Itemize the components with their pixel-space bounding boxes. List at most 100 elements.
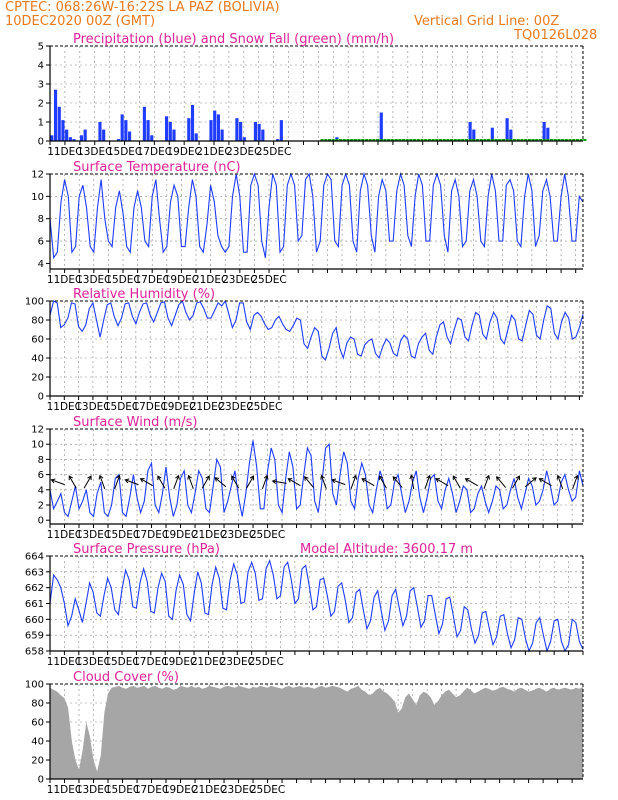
wind-arrow: [261, 475, 268, 489]
wind-arrowhead: [435, 478, 441, 483]
y-tick-label: 0: [38, 516, 44, 527]
wind-arrow: [350, 475, 357, 489]
wind-arrowhead: [303, 476, 309, 481]
wind-arrowhead: [538, 478, 544, 483]
wind-arrowhead: [231, 475, 236, 481]
x-tick-label: 13DEC: [76, 656, 111, 668]
snow-bar: [320, 139, 324, 142]
wind-arrowhead: [361, 478, 367, 483]
snow-bar: [524, 139, 528, 142]
snow-bar: [557, 139, 561, 142]
x-tick-label: 21DEC: [192, 784, 227, 796]
y-tick-label: 2: [38, 99, 44, 110]
wind-arrow: [424, 475, 431, 489]
x-tick-label: 25DEC: [251, 274, 286, 286]
snow-bar: [390, 139, 394, 142]
wind-arrowhead: [249, 475, 255, 481]
snow-bar: [442, 139, 446, 142]
header-model-code: TQ0126L028: [514, 28, 598, 43]
snow-bar: [579, 139, 583, 142]
snow-bar: [335, 139, 339, 142]
x-tick-label: 23DEC: [226, 146, 261, 158]
wind-arrow: [465, 478, 478, 487]
wind-arrowhead: [331, 478, 337, 484]
snow-bar: [538, 139, 543, 142]
snow-bar: [350, 139, 354, 142]
y-tick-label: 664: [25, 552, 44, 563]
x-tick-label: 15DEC: [107, 146, 142, 158]
y-tick-label: 80: [31, 316, 44, 327]
precip-bar: [194, 133, 198, 141]
wind-arrowhead: [485, 474, 491, 480]
wind-arrowhead: [50, 478, 56, 484]
precip-bar: [542, 122, 546, 141]
snow-bar: [490, 139, 494, 142]
x-tick-label: 15DEC: [104, 401, 139, 413]
wind-arrow: [410, 475, 415, 490]
snow-bar: [479, 139, 483, 142]
x-tick-label: 19DEC: [163, 529, 198, 541]
snow-bar: [468, 139, 472, 142]
wind-arrow: [435, 478, 449, 487]
precip-bar: [124, 120, 128, 141]
x-tick-label: 19DEC: [162, 656, 197, 668]
wind-arrow: [188, 475, 194, 489]
x-tick-label: 11DEC: [47, 146, 82, 158]
x-tick-label: 15DEC: [105, 529, 140, 541]
wind-arrow: [496, 476, 507, 488]
precip-bar: [102, 129, 106, 141]
x-tick-label: 15DEC: [105, 784, 140, 796]
wind-arrow: [173, 475, 180, 489]
wind-arrow: [361, 478, 375, 487]
precip-bar: [57, 106, 61, 141]
snow-bar: [520, 139, 524, 142]
x-tick-label: 15DEC: [104, 656, 139, 668]
precip-bar: [53, 89, 58, 141]
snow-bar: [361, 139, 365, 142]
snow-bar: [572, 139, 576, 142]
y-tick-label: 0: [38, 392, 44, 403]
wind-arrowhead: [271, 479, 277, 484]
snow-bar: [531, 139, 535, 142]
y-tick-label: 0: [38, 137, 44, 148]
wind-arrowhead: [175, 474, 180, 480]
panel-1: [46, 171, 584, 273]
precip-bar: [128, 131, 132, 141]
snow-bar: [438, 139, 443, 142]
wind-arrow: [214, 477, 227, 488]
panel-title: Relative Humidity (%): [73, 287, 215, 302]
snow-bar: [461, 139, 465, 142]
series-line-4: [49, 559, 584, 653]
x-tick-label: 17DEC: [132, 401, 167, 413]
panel-title: Precipitation (blue) and Snow Fall (gree…: [73, 32, 394, 47]
y-tick-label: 8: [38, 455, 44, 466]
snow-bar: [487, 139, 491, 142]
wind-arrow: [525, 477, 537, 488]
snow-bar: [575, 139, 580, 142]
wind-arrowhead: [98, 474, 104, 480]
precip-bar: [190, 104, 195, 141]
snow-bar: [546, 139, 550, 142]
x-tick-label: 13DEC: [75, 401, 110, 413]
wind-arrowhead: [139, 478, 145, 483]
precip-bar: [379, 112, 383, 141]
panel-3: [46, 428, 584, 528]
wind-arrow: [201, 475, 210, 489]
snow-bar: [424, 139, 428, 142]
y-tick-label: 10: [31, 440, 44, 451]
x-tick-label: 25DEC: [250, 529, 285, 541]
y-tick-label: 6: [38, 237, 44, 248]
snow-bar: [327, 139, 332, 142]
snow-bar: [464, 139, 468, 142]
x-tick-label: 19DEC: [166, 146, 201, 158]
precip-bar: [490, 127, 494, 141]
x-tick-label: 21DEC: [190, 401, 225, 413]
x-tick-label: 25DEC: [250, 784, 285, 796]
precip-bar: [116, 139, 121, 141]
precip-bar: [61, 120, 65, 141]
precip-bar: [172, 129, 176, 141]
wind-arrowhead: [87, 475, 92, 481]
panel-title: Surface Wind (m/s): [73, 415, 197, 430]
y-tick-label: 100: [25, 297, 44, 308]
